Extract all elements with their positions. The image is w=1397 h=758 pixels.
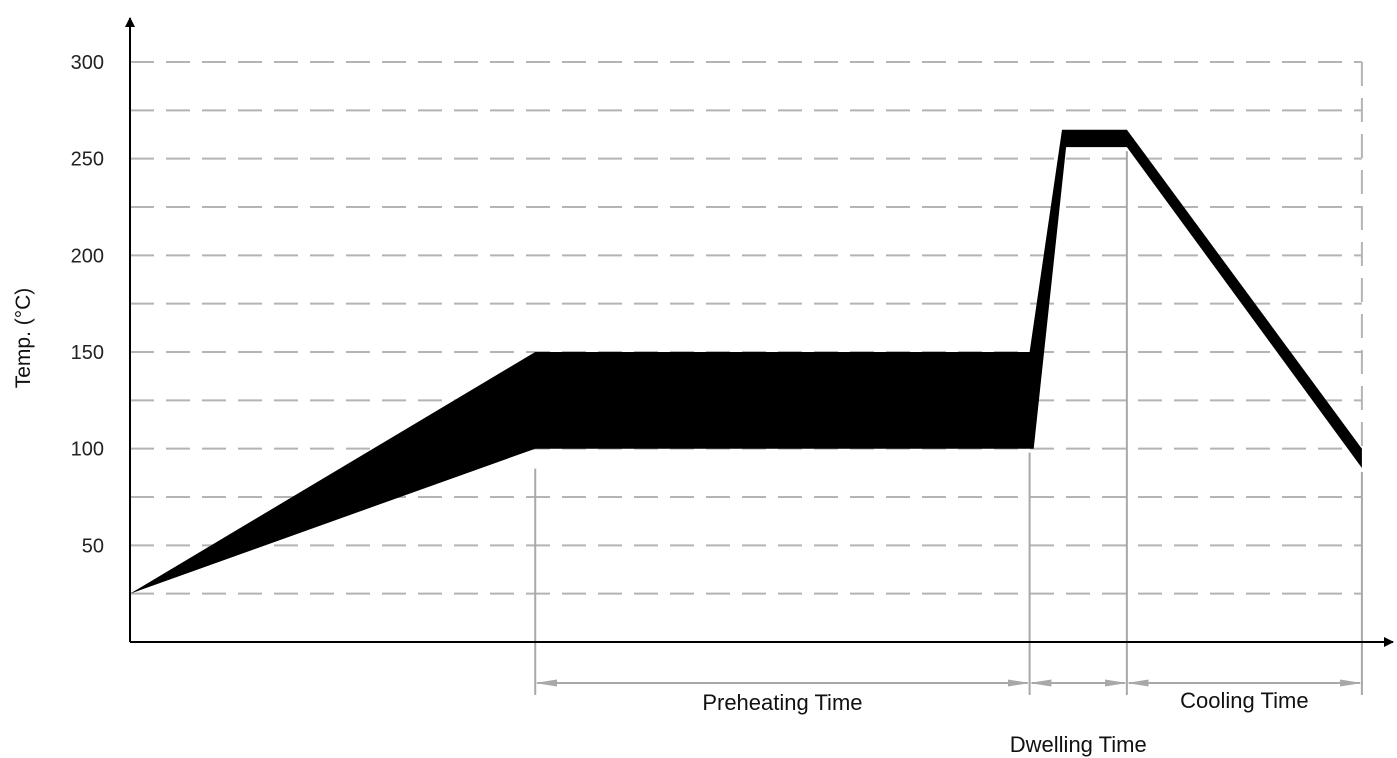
phase-guide-lines [534, 151, 1363, 695]
temperature-band-layer [130, 129, 1362, 594]
y-tick-label-200: 200 [71, 245, 104, 267]
y-tick-label-250: 250 [71, 149, 104, 171]
phase-label-2: Cooling Time [1180, 688, 1308, 713]
y-tick-labels: 50 100 150 200 250 300 [71, 52, 104, 557]
phase-dimensions: Preheating Time Dwelling Time Cooling Time [535, 679, 1363, 757]
y-tick-label-100: 100 [71, 439, 104, 461]
phase-label-1: Dwelling Time [1010, 732, 1147, 757]
y-tick-label-50: 50 [82, 535, 104, 557]
temperature-band [130, 129, 1362, 594]
y-tick-label-300: 300 [71, 52, 104, 74]
y-tick-label-150: 150 [71, 342, 104, 364]
y-axis-title: Temp. (°C) [12, 288, 35, 389]
phase-label-0: Preheating Time [702, 690, 862, 715]
